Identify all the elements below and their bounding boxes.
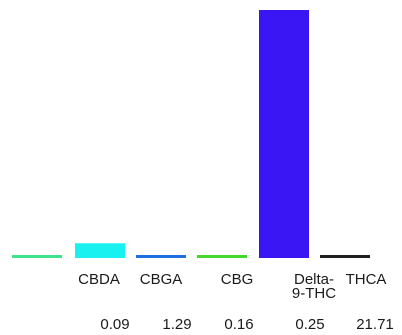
category-label: CBG [221,271,254,288]
value-label: 0.09 [100,316,129,333]
category-label: CBGA [140,271,183,288]
bar-thca [320,255,370,258]
category-labels-group: CBDA CBGA CBG Delta-9-THC THCA [78,271,386,302]
value-label: 0.25 [295,316,324,333]
category-label: CBDA [78,271,120,288]
category-label: THCA [346,271,387,288]
bar-cbg [197,255,247,258]
value-labels-group: 0.09 1.29 0.16 0.25 21.71 [100,316,393,333]
bar-cbga [136,255,186,258]
value-label: 21.71 [356,316,394,333]
bar-unlabeled [12,255,62,258]
value-label: 1.29 [162,316,191,333]
value-label: 0.16 [224,316,253,333]
bar-delta-9-thc [259,10,309,258]
category-label: Delta-9-THC [292,271,336,302]
bar-cbda [75,243,125,258]
bars-group [12,10,370,258]
